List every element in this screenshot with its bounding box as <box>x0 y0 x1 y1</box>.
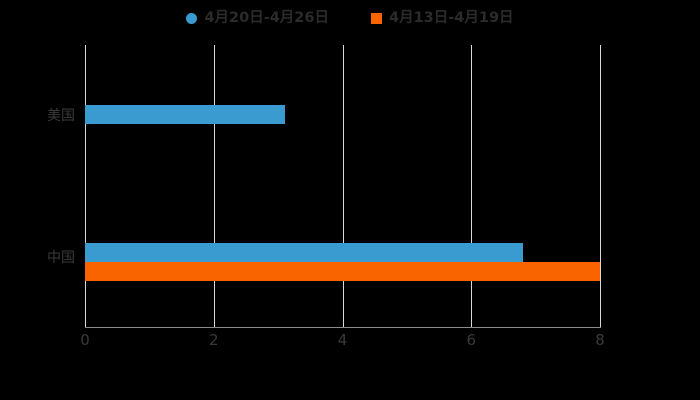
gridline-0 <box>85 45 86 327</box>
x-tick-label-4: 8 <box>595 331 605 349</box>
bar-zhongguo-series-1 <box>85 243 523 262</box>
x-tick-label-0: 0 <box>80 331 90 349</box>
chart-legend: 4月20日-4月26日 4月13日-4月19日 <box>0 6 700 30</box>
legend-marker-square-icon <box>371 12 382 24</box>
legend-marker-circle-icon <box>186 12 198 24</box>
y-tick-label-zhongguo: 中国 <box>47 250 75 266</box>
bar-zhongguo-series-2 <box>85 262 600 281</box>
y-tick-label-meiguo: 美国 <box>47 108 75 124</box>
x-tick-label-1: 2 <box>208 331 219 349</box>
legend-label-series-2: 4月13日-4月19日 <box>389 9 514 26</box>
x-tick-label-2: 4 <box>337 331 348 349</box>
gridline-6 <box>471 45 473 327</box>
plot-area <box>85 45 601 327</box>
bar-meiguo-series-1 <box>85 105 285 124</box>
x-axis-line <box>85 327 601 328</box>
gridline-4 <box>342 45 344 327</box>
gridline-8 <box>600 45 601 327</box>
legend-item-series-2[interactable]: 4月13日-4月19日 <box>371 11 514 26</box>
legend-item-series-1[interactable]: 4月20日-4月26日 <box>186 11 329 26</box>
x-tick-label-3: 6 <box>466 331 477 349</box>
gridline-2 <box>213 45 215 327</box>
legend-label-series-1: 4月20日-4月26日 <box>204 9 329 26</box>
